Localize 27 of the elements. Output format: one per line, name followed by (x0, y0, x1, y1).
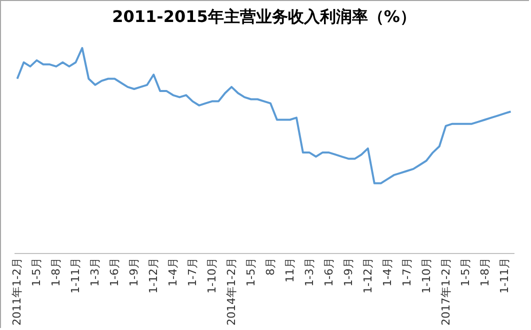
x-tick-label: 11月 (283, 258, 296, 282)
x-tick-label: 1-12月 (147, 258, 160, 294)
x-tick-label: 2014年1-2月 (225, 258, 238, 326)
x-tick-label: 1-5月 (30, 258, 44, 286)
x-tick-label: 1-3月 (302, 258, 316, 286)
x-tick-label: 1-9月 (342, 258, 355, 286)
x-tick-label: 1-7月 (400, 258, 414, 286)
x-tick-label: 1-4月 (166, 258, 180, 286)
chart-title: 2011-2015年主营业务收入利润率（%） (112, 7, 416, 26)
x-tick-label: 1-10月 (206, 258, 219, 294)
x-tick-label: 1-12月 (361, 258, 374, 294)
x-tick-label: 2017年1-2月 (439, 258, 452, 326)
x-tick-label: 1-11月 (498, 258, 511, 294)
x-tick-label: 1-3月 (88, 258, 102, 286)
x-tick-label: 2011年1-2月 (10, 258, 24, 326)
x-tick-label: 1-6月 (322, 258, 336, 286)
x-tick-label: 1-7月 (186, 258, 200, 286)
x-tick-label: 1-6月 (108, 258, 122, 286)
x-tick-label: 1-8月 (478, 258, 492, 286)
x-tick-label: 1-10月 (420, 258, 433, 294)
x-tick-label: 1-8月 (50, 258, 63, 286)
x-tick-label: 1-5月 (244, 258, 258, 286)
x-tick-label: 8月 (264, 258, 277, 276)
x-tick-label: 1-9月 (128, 258, 141, 286)
x-tick-label: 1-4月 (380, 258, 394, 286)
x-tick-label: 1-11月 (69, 258, 82, 294)
x-tick-label: 1-5月 (458, 258, 472, 286)
